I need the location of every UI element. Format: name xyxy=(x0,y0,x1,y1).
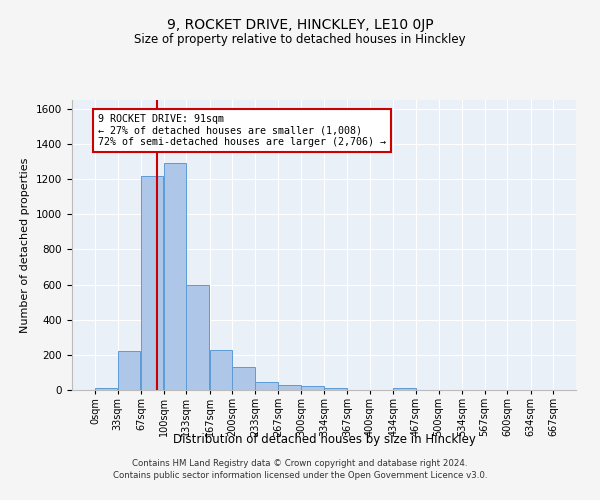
Bar xyxy=(118,352,140,390)
Bar xyxy=(95,388,118,390)
Bar xyxy=(393,388,416,390)
Bar xyxy=(164,164,186,390)
Bar xyxy=(301,386,323,390)
Bar xyxy=(187,286,209,390)
Bar xyxy=(325,388,347,390)
Text: Size of property relative to detached houses in Hinckley: Size of property relative to detached ho… xyxy=(134,32,466,46)
Bar xyxy=(278,384,301,390)
Bar xyxy=(209,350,232,390)
Bar xyxy=(141,176,163,390)
Text: 9 ROCKET DRIVE: 91sqm
← 27% of detached houses are smaller (1,008)
72% of semi-d: 9 ROCKET DRIVE: 91sqm ← 27% of detached … xyxy=(98,114,386,148)
Y-axis label: Number of detached properties: Number of detached properties xyxy=(20,158,31,332)
Text: 9, ROCKET DRIVE, HINCKLEY, LE10 0JP: 9, ROCKET DRIVE, HINCKLEY, LE10 0JP xyxy=(167,18,433,32)
Bar xyxy=(232,367,255,390)
Text: Contains HM Land Registry data © Crown copyright and database right 2024.
Contai: Contains HM Land Registry data © Crown c… xyxy=(113,458,487,480)
Text: Distribution of detached houses by size in Hinckley: Distribution of detached houses by size … xyxy=(173,432,475,446)
Bar xyxy=(255,382,278,390)
